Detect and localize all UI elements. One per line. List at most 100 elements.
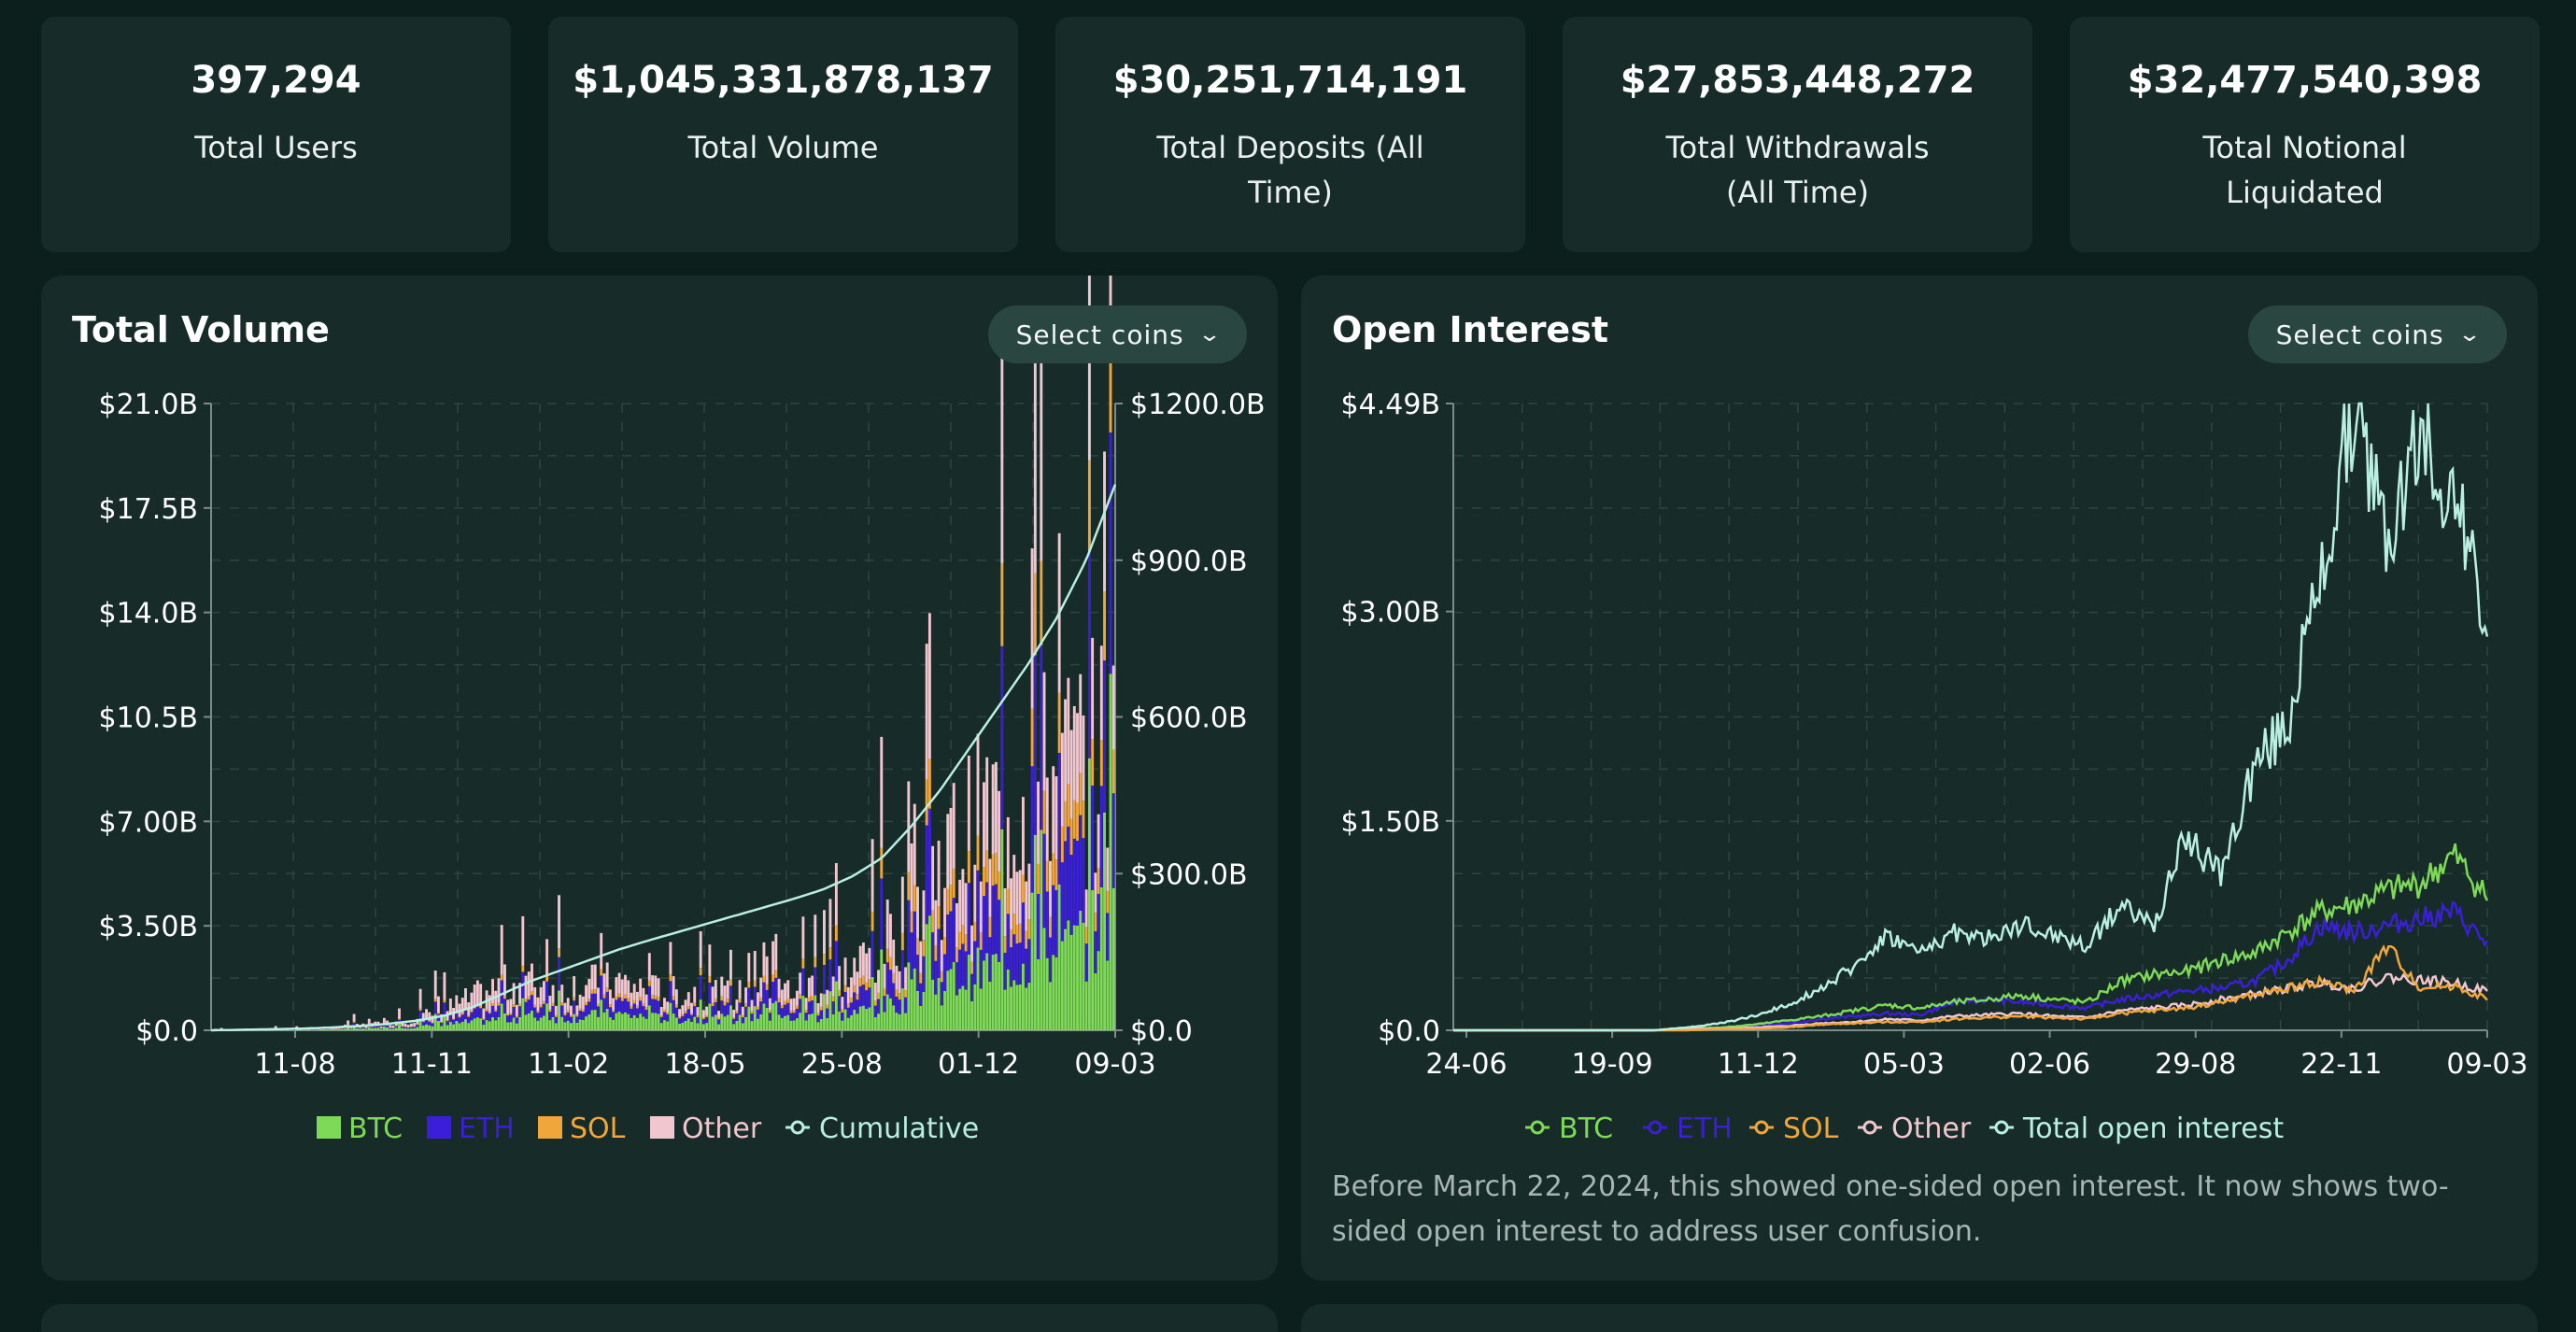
volume-bar-other [1037,781,1040,865]
volume-bar-sol [575,1014,579,1017]
volume-bar-sol [379,1027,383,1029]
volume-bar-sol [620,997,624,1001]
volume-bar-sol [823,954,826,965]
volume-bar-btc [1091,889,1095,1030]
volume-bar-eth [841,1012,844,1021]
volume-bar-eth [1094,931,1097,973]
volume-bar-other [1049,860,1052,917]
volume-bar-eth [970,973,974,1001]
stat-value: $30,251,714,191 [1112,59,1468,102]
volume-bar-btc [795,1018,799,1030]
volume-bar-eth [632,1003,636,1015]
x-tick-label: 11-11 [391,1048,473,1081]
volume-bar-other [1099,645,1103,741]
oi-line-eth [1453,900,2489,1032]
volume-bar-other [608,989,612,1005]
volume-bar-eth [814,967,817,996]
volume-bar-other [367,1018,371,1025]
volume-bar-btc [590,1010,594,1030]
volume-bar-btc [413,1027,417,1030]
volume-bar-btc [816,1022,820,1030]
legend-marker [1648,1120,1663,1135]
volume-bar-other [895,965,899,990]
volume-bar-other [418,988,422,1009]
volume-bar-other [364,1026,368,1028]
volume-bar-eth [418,1010,422,1019]
volume-bar-other [998,790,1001,872]
volume-bar-btc [531,1011,533,1030]
volume-bar-btc [870,977,874,1030]
volume-bar-btc [340,1028,344,1030]
y-tick-label: $3.00B [1341,597,1440,630]
volume-bar-btc [865,1008,869,1030]
volume-bar-sol [1079,772,1083,815]
volume-bar-other [654,975,658,996]
volume-bar-sol [560,1002,564,1006]
volume-bar-sol [485,1009,488,1012]
volume-bar-other [795,990,799,1006]
volume-bar-eth [560,1005,564,1017]
volume-bar-sol [1057,692,1061,753]
volume-bar-other [647,953,651,981]
volume-bar-other [940,940,943,971]
volume-bar-btc [841,1020,844,1030]
volume-bar-btc [952,962,955,1030]
volume-bar-btc [861,1005,865,1030]
volume-bar-other [759,977,763,998]
volume-bar-btc [443,1013,446,1030]
volume-bar-btc [1109,673,1112,1030]
volume-bar-other [741,1006,744,1016]
volume-bar-eth [678,1018,682,1024]
volume-bar-sol [943,937,946,955]
volume-bar-eth [696,1017,700,1024]
volume-bar-eth [738,1002,742,1015]
volume-bar-btc [569,1023,573,1030]
volume-bar-other [612,998,616,1010]
volume-bar-btc [509,1022,513,1030]
volume-bar-other [750,999,754,1012]
volume-bar-other [425,1009,428,1020]
volume-bar-btc [548,1020,552,1030]
volume-bar-other [1069,730,1073,819]
volume-bar-eth [799,999,802,1013]
volume-bar-eth [361,1027,365,1028]
volume-bar-eth [1052,885,1055,956]
volume-bar-btc [644,1018,648,1030]
volume-bar-btc [539,1017,543,1030]
volume-bar-sol [919,972,923,984]
volume-bar-eth [819,1010,823,1019]
volume-bar-sol [856,994,859,1000]
volume-bar-eth [644,1010,648,1019]
volume-bar-sol [515,1015,518,1018]
volume-bar-other [437,996,440,1013]
volume-bar-eth [563,1015,567,1023]
volume-bar-sol [627,998,630,1002]
volume-bar-sol [762,975,766,983]
volume-bar-sol [1069,818,1073,856]
volume-bar-btc [332,1029,334,1030]
select-coins-dropdown[interactable]: Select coins ⌄ [987,305,1247,363]
volume-bar-btc [801,995,805,1030]
volume-bar-other [413,1023,417,1027]
volume-bar-sol [681,1014,685,1017]
volume-bar-sol [922,940,926,956]
volume-bar-other [949,807,953,886]
volume-bar-other [536,997,540,1012]
volume-bar-other [657,978,660,998]
volume-bar-eth [524,1001,528,1015]
volume-bar-sol [983,867,985,897]
volume-bar-other [533,986,537,1005]
volume-bar-btc [470,1020,474,1030]
volume-bar-btc [421,1025,425,1030]
volume-bar-btc [994,954,998,1030]
volume-bar-eth [771,982,775,1004]
volume-bar-sol [500,974,503,981]
volume-bar-eth [558,956,560,991]
volume-bar-eth [985,882,989,954]
volume-bar-eth [569,1016,573,1024]
chevron-down-icon: ⌄ [1196,322,1223,347]
volume-bar-sol [470,1010,474,1013]
select-coins-dropdown[interactable]: Select coins ⌄ [2247,305,2507,363]
volume-bar-eth [681,1016,685,1023]
volume-bar-other [524,975,528,999]
